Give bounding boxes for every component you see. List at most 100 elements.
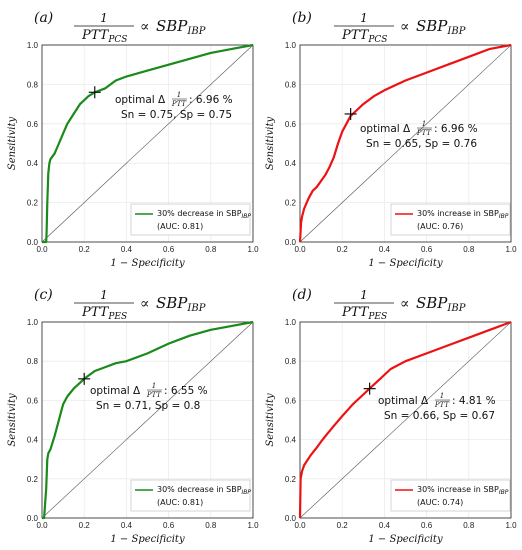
panel-title: 1 PTTPES ∝ SBPIBP	[334, 288, 466, 322]
legend-box	[390, 479, 511, 512]
proportional-symbol: ∝	[400, 296, 409, 312]
y-tick-label: 0.8	[285, 357, 297, 366]
x-tick-label: 0.0	[36, 245, 48, 254]
y-tick-label: 0.0	[285, 238, 297, 247]
x-tick-label: 0.8	[205, 245, 217, 254]
y-axis-label: Sensitivity	[7, 117, 18, 171]
x-tick-label: 0.8	[463, 245, 475, 254]
annotation-optimal-value: : 4.81 %	[452, 395, 496, 407]
x-tick-label: 0.0	[294, 521, 306, 530]
y-tick-label: 0.4	[27, 436, 39, 445]
x-tick-label: 0.4	[121, 521, 133, 530]
x-tick-label: 1.0	[247, 521, 259, 530]
y-tick-label: 1.0	[285, 41, 297, 50]
y-tick-label: 1.0	[285, 318, 297, 327]
y-tick-label: 0.2	[27, 475, 39, 484]
roc-curve	[42, 320, 254, 520]
y-tick-label: 0.8	[27, 80, 39, 89]
x-tick-label: 1.0	[247, 245, 259, 254]
annotation-optimal-value: : 6.96 %	[434, 123, 478, 135]
panel-title: 1 PTTPCS ∝ SBPIBP	[334, 11, 466, 45]
title-sbp-sub: IBP	[446, 303, 465, 314]
x-tick-label: 0.6	[163, 521, 175, 530]
roc-curve	[298, 320, 512, 519]
panel-letter: (b)	[292, 10, 312, 26]
x-axis-label: 1 − Specificity	[368, 258, 443, 269]
title-sbp-sub: IBP	[186, 303, 205, 314]
y-tick-label: 0.0	[27, 238, 39, 247]
annotation-sn-sp: Sn = 0.71, Sp = 0.8	[96, 400, 200, 412]
title-denominator-sub: PCS	[107, 35, 127, 45]
y-tick-label: 0.8	[285, 80, 297, 89]
chance-diagonal	[299, 44, 512, 243]
legend: 30% decrease in SBPIBP (AUC: 0.81)	[130, 479, 251, 512]
x-axis-label: 1 − Specificity	[110, 258, 185, 269]
proportional-symbol: ∝	[140, 296, 149, 312]
y-tick-label: 0.0	[285, 514, 297, 523]
title-sbp-sub: IBP	[186, 26, 205, 37]
x-tick-label: 0.8	[205, 521, 217, 530]
annotation-frac-num: 1	[177, 91, 181, 99]
legend-series-sub: IBP	[499, 213, 509, 220]
x-tick-label: 0.4	[379, 245, 391, 254]
legend-box	[130, 479, 251, 512]
legend-series-sub: IBP	[242, 489, 252, 496]
legend-box	[130, 203, 251, 236]
legend-series-name: 30% decrease in SBPIBP	[157, 209, 251, 220]
x-tick-label: 1.0	[505, 245, 517, 254]
title-sbp-sub: IBP	[446, 26, 465, 37]
x-tick-label: 0.2	[79, 521, 91, 530]
x-tick-label: 0.6	[421, 521, 433, 530]
annotation-sn-sp: Sn = 0.65, Sp = 0.76	[366, 138, 477, 150]
panel-letter: (d)	[292, 287, 312, 303]
chance-diagonal	[41, 321, 254, 519]
title-denominator: PTTPES	[341, 305, 387, 322]
plot-frame	[41, 44, 254, 243]
y-tick-label: 0.4	[285, 436, 297, 445]
y-tick-label: 0.6	[27, 120, 39, 129]
annotation-frac-den: PTT	[416, 129, 433, 137]
y-axis-label: Sensitivity	[265, 117, 276, 171]
legend-box	[390, 203, 511, 236]
legend-series-name: 30% decrease in SBPIBP	[157, 485, 251, 496]
x-tick-label: 0.4	[379, 521, 391, 530]
legend-series-name: 30% increase in SBPIBP	[417, 485, 509, 496]
roc-curve	[298, 43, 512, 243]
annotation-frac-den: PTT	[434, 401, 451, 409]
annotation-sn-sp: Sn = 0.75, Sp = 0.75	[121, 109, 232, 121]
panel-letter: (a)	[34, 10, 53, 26]
y-tick-label: 1.0	[27, 41, 39, 50]
title-denominator: PTTPCS	[81, 28, 127, 45]
y-tick-label: 0.4	[27, 159, 39, 168]
y-tick-label: 0.2	[27, 199, 39, 208]
x-tick-label: 0.6	[421, 245, 433, 254]
legend-auc: (AUC: 0.81)	[157, 498, 203, 507]
x-tick-label: 0.6	[163, 245, 175, 254]
annotation-frac-num: 1	[440, 392, 444, 400]
title-sbp: SBPIBP	[156, 294, 206, 314]
title-denominator-sub: PCS	[367, 35, 387, 45]
x-tick-label: 1.0	[505, 521, 517, 530]
annotation-optimal-word: optimal Δ	[360, 123, 411, 135]
title-numerator: 1	[360, 11, 368, 25]
panel-letter: (c)	[34, 287, 53, 303]
y-tick-label: 0.2	[285, 199, 297, 208]
legend: 30% increase in SBPIBP (AUC: 0.74)	[390, 479, 511, 512]
annotation-optimal-word: optimal Δ	[115, 94, 166, 106]
annotation-optimal-word: optimal Δ	[90, 385, 141, 397]
y-tick-label: 0.6	[27, 396, 39, 405]
title-numerator: 1	[360, 288, 368, 302]
panel-title: 1 PTTPES ∝ SBPIBP	[74, 288, 206, 322]
legend-series-sub: IBP	[499, 489, 509, 496]
legend-auc: (AUC: 0.76)	[417, 222, 463, 231]
chance-diagonal	[41, 44, 254, 243]
annotation-frac-den: PTT	[171, 100, 188, 108]
panel-title: 1 PTTPCS ∝ SBPIBP	[74, 11, 206, 45]
legend: 30% decrease in SBPIBP (AUC: 0.81)	[130, 203, 251, 236]
